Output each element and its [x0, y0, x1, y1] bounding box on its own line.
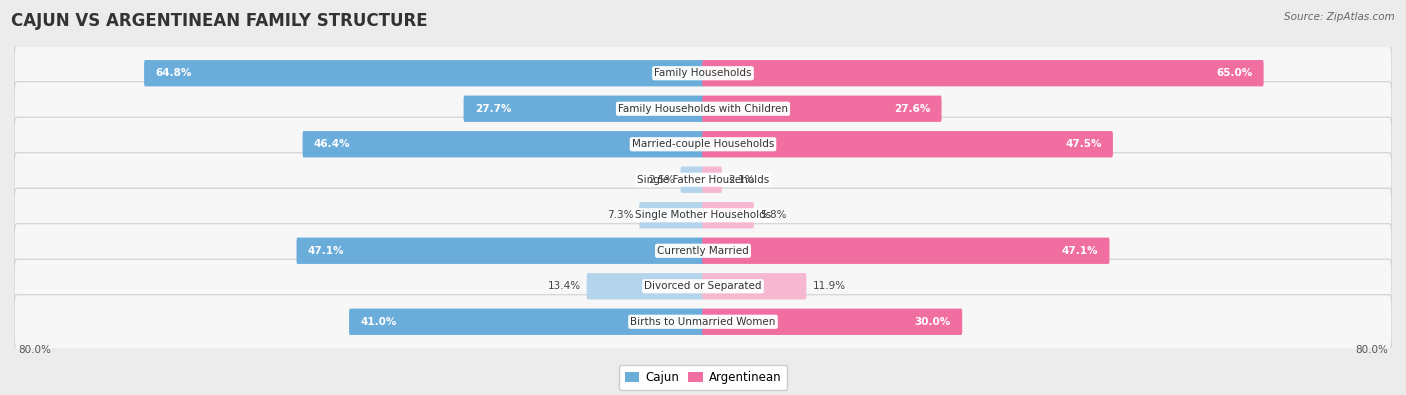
Text: Divorced or Separated: Divorced or Separated — [644, 281, 762, 291]
Text: 13.4%: 13.4% — [547, 281, 581, 291]
Text: 2.1%: 2.1% — [728, 175, 755, 185]
Text: 27.7%: 27.7% — [475, 104, 512, 114]
FancyBboxPatch shape — [681, 167, 704, 193]
Text: 27.6%: 27.6% — [894, 104, 931, 114]
Text: Married-couple Households: Married-couple Households — [631, 139, 775, 149]
Text: 11.9%: 11.9% — [813, 281, 845, 291]
Text: 80.0%: 80.0% — [18, 345, 51, 355]
Text: 80.0%: 80.0% — [1355, 345, 1388, 355]
FancyBboxPatch shape — [464, 96, 704, 122]
Text: Single Father Households: Single Father Households — [637, 175, 769, 185]
FancyBboxPatch shape — [14, 295, 1392, 349]
Text: Family Households: Family Households — [654, 68, 752, 78]
Text: Single Mother Households: Single Mother Households — [636, 210, 770, 220]
FancyBboxPatch shape — [702, 202, 754, 228]
Text: 7.3%: 7.3% — [607, 210, 633, 220]
FancyBboxPatch shape — [14, 188, 1392, 242]
FancyBboxPatch shape — [14, 117, 1392, 171]
Text: 5.8%: 5.8% — [759, 210, 786, 220]
FancyBboxPatch shape — [702, 96, 942, 122]
FancyBboxPatch shape — [586, 273, 704, 299]
Text: 30.0%: 30.0% — [915, 317, 950, 327]
FancyBboxPatch shape — [640, 202, 704, 228]
FancyBboxPatch shape — [702, 60, 1264, 87]
FancyBboxPatch shape — [143, 60, 704, 87]
Text: Family Households with Children: Family Households with Children — [619, 104, 787, 114]
FancyBboxPatch shape — [702, 131, 1114, 157]
FancyBboxPatch shape — [297, 238, 704, 264]
Text: 47.1%: 47.1% — [1062, 246, 1098, 256]
Text: Currently Married: Currently Married — [657, 246, 749, 256]
Text: Births to Unmarried Women: Births to Unmarried Women — [630, 317, 776, 327]
Text: 65.0%: 65.0% — [1216, 68, 1253, 78]
Text: 47.5%: 47.5% — [1066, 139, 1102, 149]
FancyBboxPatch shape — [702, 238, 1109, 264]
Text: 64.8%: 64.8% — [155, 68, 191, 78]
FancyBboxPatch shape — [349, 308, 704, 335]
FancyBboxPatch shape — [14, 46, 1392, 100]
FancyBboxPatch shape — [702, 167, 721, 193]
Text: Source: ZipAtlas.com: Source: ZipAtlas.com — [1284, 12, 1395, 22]
FancyBboxPatch shape — [14, 82, 1392, 136]
Text: 41.0%: 41.0% — [360, 317, 396, 327]
Text: 47.1%: 47.1% — [308, 246, 344, 256]
FancyBboxPatch shape — [14, 153, 1392, 207]
FancyBboxPatch shape — [302, 131, 704, 157]
FancyBboxPatch shape — [702, 308, 962, 335]
FancyBboxPatch shape — [702, 273, 807, 299]
Text: 46.4%: 46.4% — [314, 139, 350, 149]
Text: CAJUN VS ARGENTINEAN FAMILY STRUCTURE: CAJUN VS ARGENTINEAN FAMILY STRUCTURE — [11, 12, 427, 30]
Legend: Cajun, Argentinean: Cajun, Argentinean — [619, 365, 787, 390]
FancyBboxPatch shape — [14, 259, 1392, 313]
FancyBboxPatch shape — [14, 224, 1392, 278]
Text: 2.5%: 2.5% — [648, 175, 675, 185]
